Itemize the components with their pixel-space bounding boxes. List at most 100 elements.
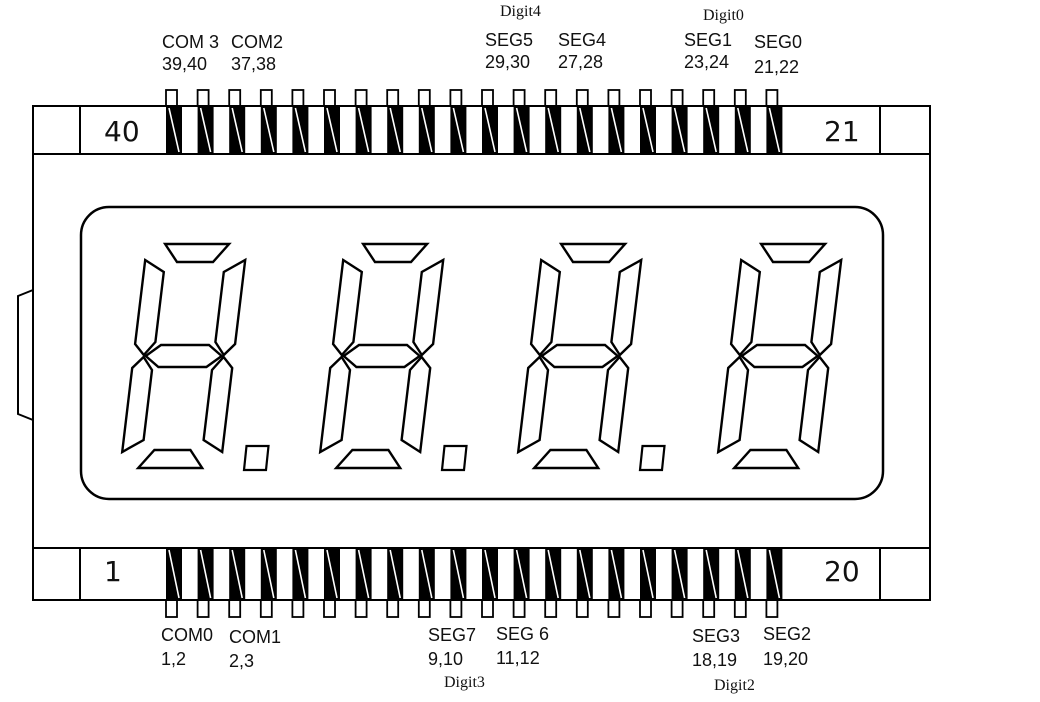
segment-f [133,257,166,357]
top-pin-leg [417,89,431,107]
bottom-pin-leg [291,599,305,618]
top-label-seg5-pins: 29,30 [485,52,531,72]
decimal-point-box [440,444,468,472]
bottom-pin-leg [481,599,494,618]
top-pin-leg [733,89,747,107]
segment-g [539,343,620,369]
top-pin-leg [702,89,716,107]
top-pin-leg [323,89,336,107]
top-pins [165,89,783,154]
top-pin-leg [765,89,779,107]
viewing-area [79,205,885,501]
bottom-pin-highlight [515,549,528,599]
bottom-pin-leg [196,599,210,618]
top-pin-highlight [421,107,433,153]
bottom-pin-highlight [326,549,338,599]
top-pin-highlight [168,107,180,153]
segment-a [758,242,828,264]
top-pin-leg [639,89,652,107]
bottom-pin-leg [639,599,652,618]
segment-e [318,355,352,455]
bottom-pin-leg [386,599,400,618]
segment-a [360,242,430,264]
segment-c [598,355,630,455]
top-pin-highlight [357,107,370,153]
top-label-com2-name: COM2 [231,32,284,52]
bottom-pin-highlight [199,549,212,599]
segment-c [798,355,830,455]
bottom-label-seg3-pins: 18,19 [692,650,738,670]
segment-e [120,355,154,455]
top-label-seg4-name: SEG4 [558,30,607,50]
bottom-pin-highlight [263,549,275,599]
bottom-pin-leg [575,599,589,618]
bottom-pin-highlight [737,549,749,599]
segment-b [412,257,445,357]
top-pin-highlight [326,107,338,153]
top-pin-highlight [768,107,781,153]
decimal-point-box [638,444,666,472]
top-pin-leg [607,89,621,107]
bottom-pin-leg [354,599,368,618]
top-pin-highlight [515,107,528,153]
top-label-seg1-name: SEG1 [684,30,733,50]
segment-d [531,448,601,470]
bottom-pin-highlight [579,549,591,599]
bottom-label-com0-name: COM0 [161,625,214,645]
bottom-pin-leg [702,599,716,618]
bottom-pin-highlight [547,549,559,599]
bottom-pin-leg [544,599,558,618]
segment-d [135,448,205,470]
bottom-pins [165,548,783,618]
bottom-pin-leg [733,599,747,618]
segment-g [739,343,820,369]
top-pin-leg [196,89,210,107]
bottom-pin-highlight [231,549,243,599]
bottom-pin-leg [449,599,463,618]
top-label-seg1-pins: 23,24 [684,52,730,72]
segment-e [716,355,750,455]
bottom-pin-highlight [642,549,654,599]
top-pin-leg [512,89,526,107]
segment-a [558,242,628,264]
top-pin-highlight [547,107,559,153]
top-pin-leg [228,89,242,107]
bottom-pin-highlight [610,549,623,599]
top-pin-highlight [610,107,623,153]
top-pin-highlight [231,107,243,153]
segment-b [610,257,643,357]
side-tab [17,289,34,421]
segment-e [516,355,550,455]
bottom-pin-highlight [357,549,370,599]
top-pin-leg [544,89,558,107]
top-pin-leg [165,89,178,107]
top-label-seg4-pins: 27,28 [558,52,604,72]
digit3-label: Digit3 [444,674,485,691]
bottom-label-com1-pins: 2,3 [229,651,255,671]
top-pin-highlight [579,107,591,153]
segment-c [202,355,234,455]
bottom-label-seg3-name: SEG3 [692,626,741,646]
top-label-seg0-name: SEG0 [754,32,803,52]
segment-c [400,355,432,455]
bottom-pin-highlight [452,549,465,599]
bottom-pin-highlight [705,549,717,599]
bottom-label-com1-name: COM1 [229,627,282,647]
bottom-pin-leg [512,599,526,618]
seven-segment-digits [120,242,843,472]
top-pin-leg [291,89,305,107]
decimal-point-box [242,444,270,472]
top-label-com2-pins: 37,38 [231,54,277,74]
top-label-seg5-name: SEG5 [485,30,534,50]
top-pin-highlight [642,107,654,153]
top-pin-leg [386,89,400,107]
top-label-com3-name: COM 3 [162,32,220,52]
bottom-pin-highlight [673,549,686,599]
segment-g [143,343,224,369]
bottom-pin-highlight [168,549,180,599]
bottom-pin-leg [607,599,621,618]
top-pin-leg [354,89,368,107]
segment-d [731,448,801,470]
